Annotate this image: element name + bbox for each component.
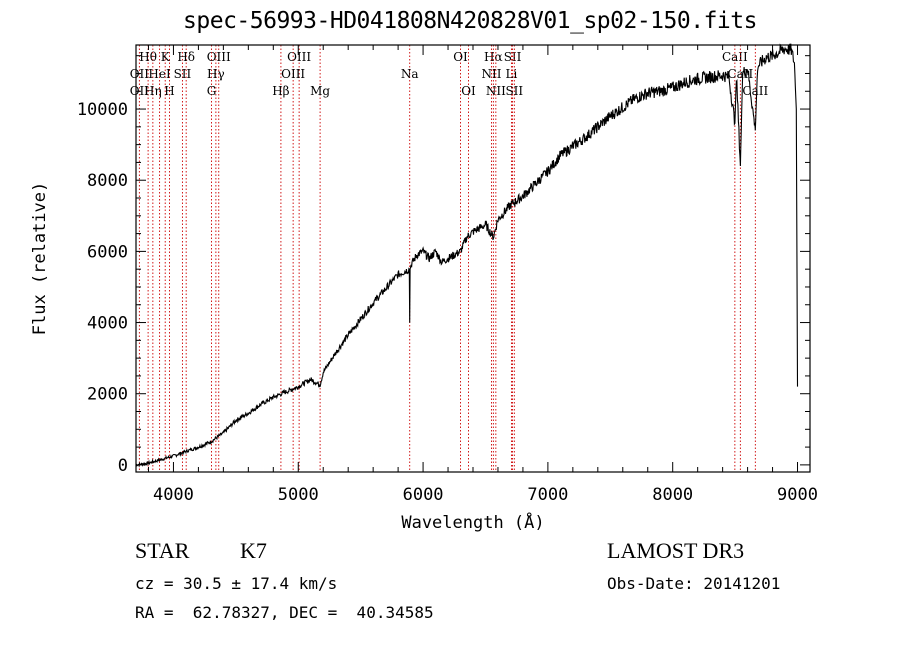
marker-label: HeI [148,67,171,81]
marker-label: Hγ [207,67,225,81]
ra-dec: RA = 62.78327, DEC = 40.34585 [135,603,434,622]
marker-label: OIII [281,67,305,81]
marker-label: Hα [484,50,503,64]
marker-label: H [164,84,174,98]
survey-name: LAMOST DR3 [607,538,745,563]
y-tick-label: 4000 [87,314,128,334]
x-axis: 4000 5000 6000 7000 8000 9000 [147,45,818,505]
marker-label: CaII [722,50,748,64]
marker-label: G [207,84,217,98]
marker-label: K [161,50,171,64]
marker-label: Li [506,67,518,81]
y-tick-label: 2000 [87,385,128,405]
plot-frame [135,44,811,473]
x-tick-label: 5000 [278,485,319,505]
object-subclass: K7 [240,538,267,563]
marker-label: OI [453,50,468,64]
marker-label: Mg [310,84,330,98]
marker-label: OIII [207,50,231,64]
y-tick-label: 8000 [87,171,128,191]
marker-label: CaII [742,84,768,98]
x-tick-label: 8000 [652,485,693,505]
redshift-cz: cz = 30.5 ± 17.4 km/s [135,574,338,593]
marker-label: Hη [144,84,162,98]
y-axis: 0 2000 4000 6000 8000 10000 [77,55,810,476]
marker-label: OI [461,84,476,98]
marker-label: SII [174,67,192,81]
x-tick-label: 4000 [153,485,194,505]
marker-label: NII [481,67,501,81]
marker-label: SII [504,50,522,64]
y-tick-label: 0 [118,456,128,476]
marker-label: Hδ [177,50,195,64]
marker-label: Hβ [272,84,289,98]
x-tick-label: 6000 [403,485,444,505]
obs-date: Obs-Date: 20141201 [607,574,781,593]
marker-label: SII [505,84,523,98]
y-axis-label: Flux (relative) [30,182,50,336]
marker-label: Na [401,67,419,81]
y-tick-label: 6000 [87,242,128,262]
x-axis-label: Wavelength (Å) [401,511,544,533]
marker-label: OII [130,67,150,81]
object-class: STAR [135,538,190,563]
marker-label: OIII [287,50,311,64]
marker-label: NII [486,84,506,98]
x-tick-label: 9000 [777,485,818,505]
y-tick-label: 10000 [77,100,128,120]
marker-label: Hθ [139,50,157,64]
spectrum-line [135,43,799,468]
x-tick-label: 7000 [527,485,568,505]
marker-label: CaII [727,67,753,81]
chart-title: spec-56993-HD041808N420828V01_sp02-150.f… [183,8,757,34]
